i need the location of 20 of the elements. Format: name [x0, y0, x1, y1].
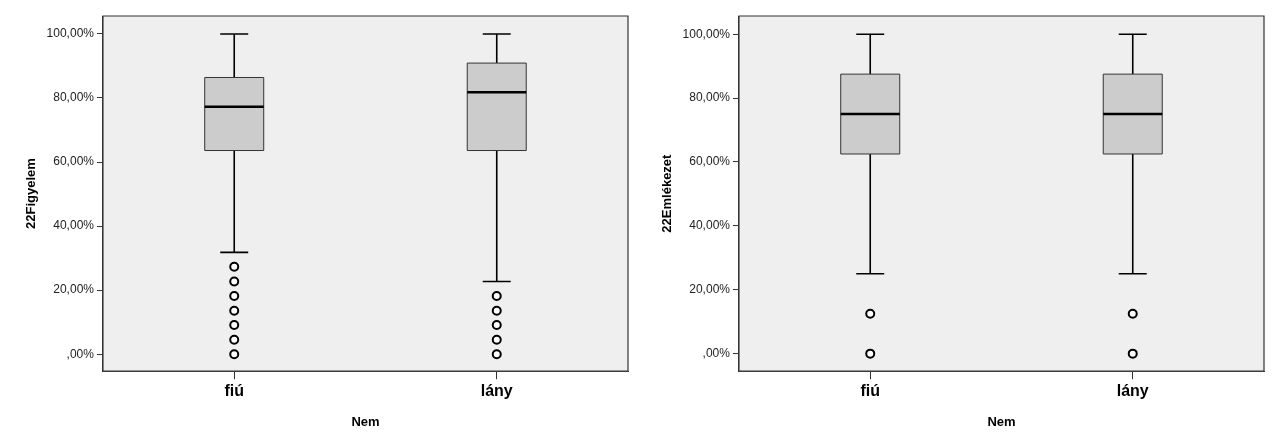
x-tick-label: fiú — [860, 382, 880, 400]
x-axis-title: Nem — [351, 413, 380, 429]
y-tick-label: 20,00% — [689, 282, 731, 297]
y-tick-label: ,00% — [66, 346, 95, 361]
y-tick-label: 60,00% — [689, 154, 731, 169]
x-axis-title: Nem — [987, 413, 1016, 429]
y-tick-label: 40,00% — [689, 218, 731, 233]
x-tick-label: fiú — [224, 382, 244, 400]
y-axis-title: 22Figyelem — [23, 158, 39, 230]
y-tick-label: 20,00% — [53, 282, 95, 297]
x-tick-label: lány — [1116, 382, 1149, 400]
y-tick-label: 100,00% — [46, 26, 95, 41]
x-tick-label: lány — [480, 382, 513, 400]
y-tick-label: 100,00% — [682, 26, 731, 41]
y-axis-title: 22Emlékezet — [659, 153, 675, 233]
y-tick-label: 80,00% — [53, 90, 95, 105]
y-tick-label: 40,00% — [53, 218, 95, 233]
y-tick-label: 60,00% — [53, 154, 95, 169]
y-tick-label: 80,00% — [689, 90, 731, 105]
y-tick-label: ,00% — [702, 345, 731, 360]
